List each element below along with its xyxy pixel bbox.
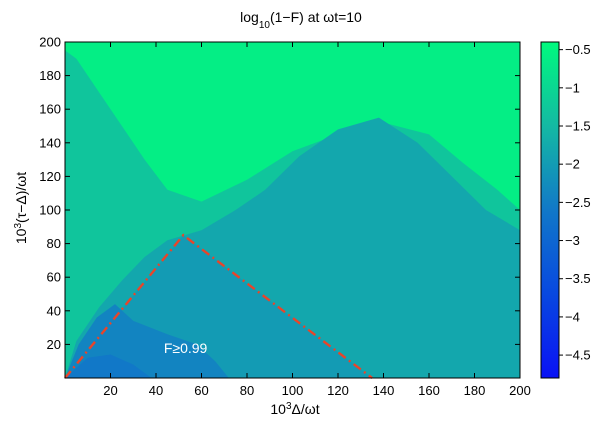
heatmap-regions xyxy=(65,42,520,378)
colorbar-tick-label: −2.5 xyxy=(565,195,591,210)
colorbar: −0.5 −1 −1.5 −2 −2.5 −3 −3.5 −4 −4.5 xyxy=(540,41,591,379)
x-tick-label: 100 xyxy=(282,383,304,398)
x-tick-label: 160 xyxy=(418,383,440,398)
y-axis-ticks: 20 40 60 80 100 120 140 160 180 200 xyxy=(39,35,520,352)
chart-title: log10(1−F) at ωt=10 xyxy=(240,9,362,31)
x-axis-label: 103Δ/ωt xyxy=(270,401,319,418)
x-tick-label: 120 xyxy=(327,383,349,398)
colorbar-tick-label: −1 xyxy=(565,80,580,95)
annotation-f-threshold: F≥0.99 xyxy=(164,340,208,356)
y-tick-label: 160 xyxy=(39,102,61,117)
colorbar-ticks: −0.5 −1 −1.5 −2 −2.5 −3 −3.5 −4 −4.5 xyxy=(559,42,591,363)
colorbar-tick-label: −1.5 xyxy=(565,119,591,134)
y-axis-label: 103(τ−Δ)/ωt xyxy=(13,172,30,244)
y-tick-label: 80 xyxy=(47,236,61,251)
y-tick-label: 180 xyxy=(39,68,61,83)
y-tick-label: 40 xyxy=(47,303,61,318)
y-tick-label: 200 xyxy=(39,35,61,50)
heatmap-region-5 xyxy=(65,354,152,378)
colorbar-tick-label: −3.5 xyxy=(565,271,591,286)
x-tick-label: 40 xyxy=(149,383,163,398)
x-tick-label: 60 xyxy=(194,383,208,398)
colorbar-tick-label: −0.5 xyxy=(565,42,591,57)
y-tick-label: 60 xyxy=(47,270,61,285)
x-tick-label: 80 xyxy=(240,383,254,398)
colorbar-tick-label: −2 xyxy=(565,157,580,172)
y-tick-label: 120 xyxy=(39,169,61,184)
y-tick-label: 20 xyxy=(47,337,61,352)
colorbar-tick-label: −4.5 xyxy=(565,348,591,363)
x-tick-label: 180 xyxy=(464,383,486,398)
x-tick-label: 200 xyxy=(509,383,531,398)
plot-area: F≥0.99 20 40 60 80 100 120 140 160 180 200 20 40 60… xyxy=(39,35,531,399)
x-tick-label: 140 xyxy=(373,383,395,398)
x-tick-label: 20 xyxy=(103,383,117,398)
colorbar-tick-label: −3 xyxy=(565,233,580,248)
colorbar-gradient xyxy=(540,41,560,379)
x-axis-ticks: 20 40 60 80 100 120 140 160 180 200 xyxy=(103,42,531,398)
y-tick-label: 140 xyxy=(39,135,61,150)
boundary-dashed-line xyxy=(64,233,373,379)
colorbar-tick-label: −4 xyxy=(565,309,580,324)
y-tick-label: 100 xyxy=(39,203,61,218)
